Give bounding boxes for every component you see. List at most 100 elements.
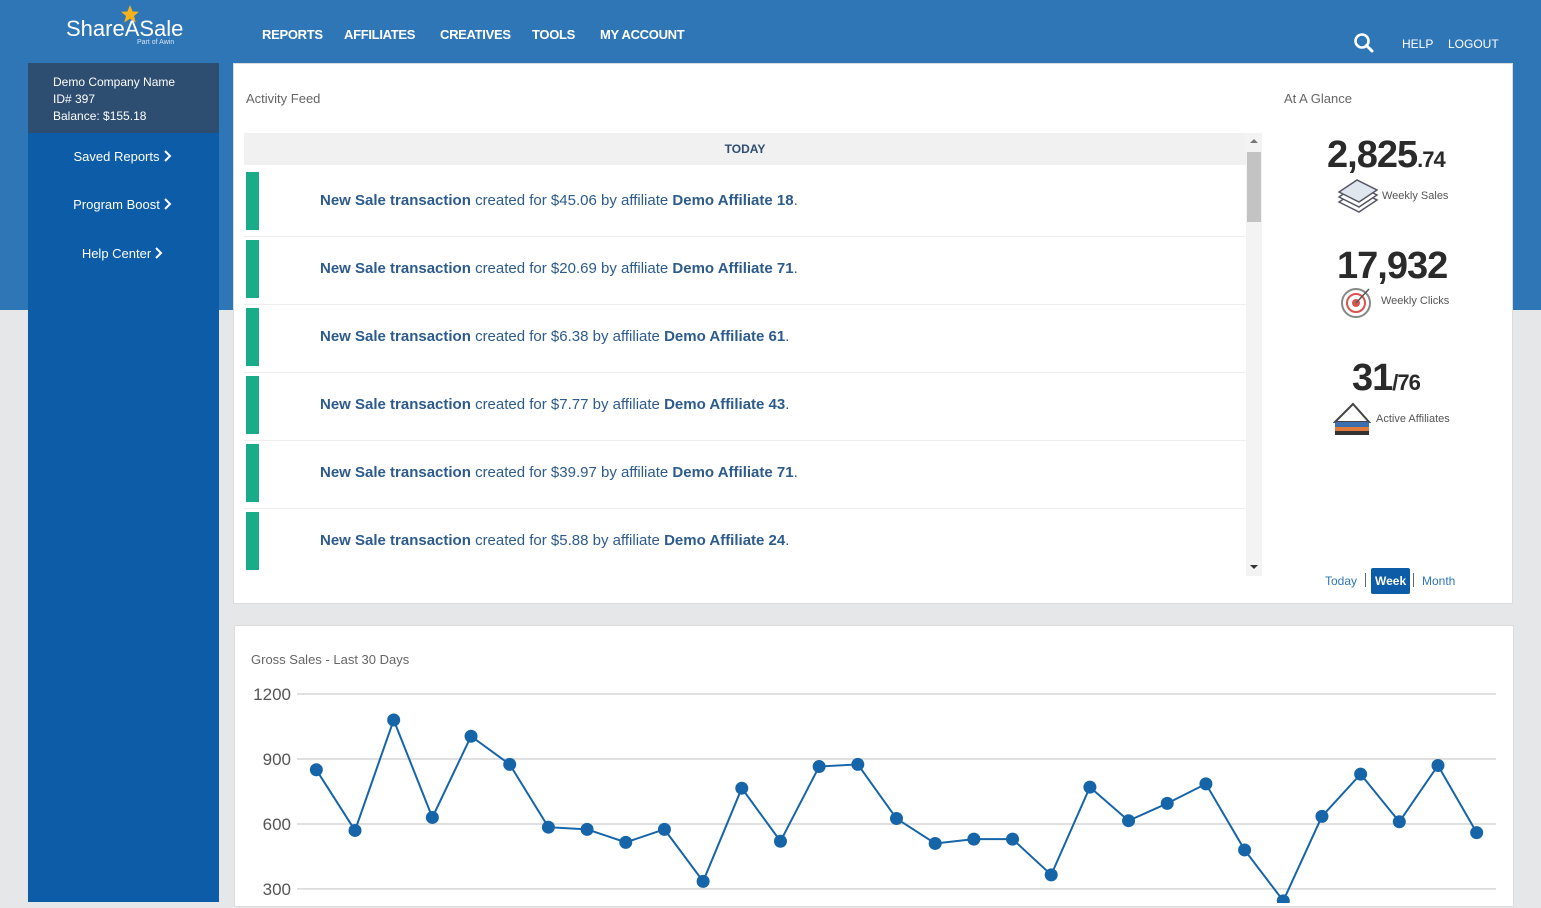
- logo[interactable]: ShareASale: [66, 16, 184, 41]
- sidebar-link-text: Program Boost: [73, 197, 160, 212]
- y-tick-label: 300: [263, 880, 291, 899]
- transaction-detail: created for $39.97 by affiliate: [475, 464, 669, 481]
- data-point: [928, 836, 942, 850]
- feed-text: New Sale transaction created for $7.77 b…: [320, 396, 789, 413]
- logo-star: [121, 5, 139, 23]
- status-bar: [246, 444, 259, 502]
- transaction-detail: created for $7.77 by affiliate: [475, 396, 660, 413]
- data-point: [1160, 796, 1174, 810]
- data-point: [309, 763, 323, 777]
- sidebar-link-text: Help Center: [81, 246, 152, 261]
- transaction-link[interactable]: New Sale transaction: [320, 260, 471, 277]
- data-point: [890, 812, 903, 826]
- feed-text: New Sale transaction created for $45.06 …: [320, 192, 798, 209]
- chevron-line: [163, 150, 171, 162]
- period-month[interactable]: Month: [1422, 574, 1456, 588]
- affiliate-link[interactable]: Demo Affiliate 43: [664, 396, 786, 413]
- feed-row: New Sale transaction created for $5.88 b…: [244, 508, 1246, 576]
- data-point: [773, 834, 787, 848]
- affiliate-link[interactable]: Demo Affiliate 18: [672, 192, 794, 209]
- status-bar: [246, 172, 259, 230]
- nav-item[interactable]: MY ACCOUNT: [600, 27, 685, 42]
- transaction-detail: created for $6.38 by affiliate: [475, 328, 660, 345]
- weekly-sales-fraction: .74: [1417, 147, 1446, 172]
- affiliate-link[interactable]: Demo Affiliate 24: [664, 532, 786, 549]
- chevron: [163, 150, 171, 162]
- nav-item[interactable]: TOOLS: [532, 27, 576, 42]
- transaction-link[interactable]: New Sale transaction: [320, 532, 471, 549]
- nav-item[interactable]: REPORTS: [262, 27, 323, 42]
- chevron-line: [164, 198, 172, 210]
- data-point: [851, 757, 865, 771]
- data-point: [967, 832, 981, 846]
- feed-row: New Sale transaction created for $45.06 …: [244, 168, 1246, 237]
- transaction-link[interactable]: New Sale transaction: [320, 464, 471, 481]
- affiliates-icon: [1333, 402, 1372, 435]
- feed-text: New Sale transaction created for $39.97 …: [320, 464, 798, 481]
- data-point: [735, 781, 749, 795]
- transaction-link[interactable]: New Sale transaction: [320, 396, 471, 413]
- scroll-up[interactable]: [1250, 138, 1258, 144]
- chevron-line: [155, 247, 163, 259]
- active-affiliates-value: 31/76: [1352, 357, 1421, 400]
- transaction-detail: created for $5.88 by affiliate: [475, 532, 660, 549]
- period-week[interactable]: Week: [1371, 568, 1411, 594]
- chart-card: Gross Sales - Last 30 Days 300 600 900 1200: [234, 625, 1514, 908]
- nav-item[interactable]: AFFILIATES: [344, 27, 416, 42]
- row-end: .: [785, 396, 790, 413]
- active-affiliates-main: 31: [1352, 357, 1393, 399]
- feed-row: New Sale transaction created for $20.69 …: [244, 236, 1246, 305]
- scroll-down[interactable]: [1250, 564, 1258, 570]
- y-tick-label: 600: [263, 815, 291, 834]
- row-end: .: [785, 328, 790, 345]
- feed-header: TODAY: [244, 133, 1246, 165]
- data-point: [464, 729, 478, 743]
- scrollbar[interactable]: [1246, 133, 1262, 576]
- search-icon[interactable]: [1353, 32, 1375, 54]
- active-affiliates-fraction: /76: [1392, 370, 1421, 395]
- feed-text: New Sale transaction created for $5.88 b…: [320, 532, 789, 549]
- affiliate-link[interactable]: Demo Affiliate 71: [672, 464, 794, 481]
- feed-row: New Sale transaction created for $7.77 b…: [244, 372, 1246, 441]
- weekly-sales-main: 2,825: [1327, 134, 1418, 176]
- data-point: [619, 835, 633, 849]
- data-point: [1044, 868, 1058, 882]
- data-point: [425, 810, 439, 824]
- nav-link[interactable]: LOGOUT: [1448, 37, 1499, 51]
- affiliate-link[interactable]: Demo Affiliate 71: [672, 260, 794, 277]
- account-name: Demo Company Name: [53, 75, 176, 89]
- feed-row: New Sale transaction created for $6.38 b…: [244, 304, 1246, 373]
- scroll-thumb[interactable]: [1247, 152, 1261, 222]
- data-point: [696, 874, 710, 888]
- target-icon: [1341, 288, 1371, 318]
- transaction-detail: created for $20.69 by affiliate: [475, 260, 669, 277]
- feed-title: Activity Feed: [246, 91, 321, 106]
- y-tick-label: 1200: [253, 685, 291, 704]
- nav-link[interactable]: HELP: [1402, 37, 1434, 51]
- sidebar-link[interactable]: Program Boost: [28, 197, 219, 212]
- data-point: [1315, 809, 1329, 823]
- transaction-link[interactable]: New Sale transaction: [320, 192, 471, 209]
- period-today[interactable]: Today: [1325, 574, 1358, 588]
- transaction-link[interactable]: New Sale transaction: [320, 328, 471, 345]
- status-bar: [246, 240, 259, 298]
- sidebar-link[interactable]: Help Center: [28, 246, 219, 261]
- weekly-clicks-label: Weekly Clicks: [1381, 295, 1450, 307]
- account-balance: Balance: $155.18: [53, 109, 147, 123]
- data-point: [1392, 815, 1406, 829]
- feed-row: New Sale transaction created for $39.97 …: [244, 440, 1246, 509]
- account-id: ID# 397: [53, 92, 96, 106]
- data-point: [1006, 832, 1020, 846]
- sidebar-link[interactable]: Saved Reports: [28, 149, 219, 164]
- data-point: [1083, 780, 1097, 794]
- nav-item[interactable]: CREATIVES: [440, 27, 511, 42]
- chart-title: Gross Sales - Last 30 Days: [251, 652, 410, 667]
- affiliate-link[interactable]: Demo Affiliate 61: [664, 328, 786, 345]
- data-point: [812, 760, 826, 774]
- feed-text: New Sale transaction created for $6.38 b…: [320, 328, 789, 345]
- data-point: [1431, 758, 1445, 772]
- row-end: .: [793, 192, 798, 209]
- row-end: .: [785, 532, 790, 549]
